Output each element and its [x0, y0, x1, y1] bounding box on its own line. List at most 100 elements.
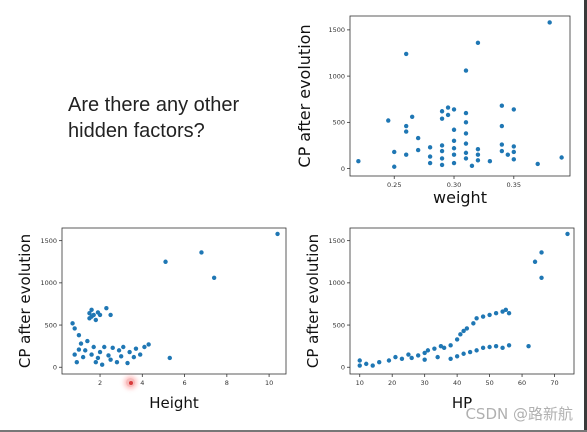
hp-data-point	[487, 312, 492, 318]
hp-y-tick-label: 1500	[328, 237, 345, 245]
weight-data-point	[475, 146, 481, 152]
watermark: CSDN @路新航	[465, 405, 573, 423]
height-y-tick-label: 500	[45, 321, 57, 329]
weight-data-point	[439, 143, 445, 148]
height-x-tick-label: 8	[225, 379, 229, 387]
weight-data-point	[403, 123, 409, 129]
hp-scatter-plot: 10 20 30 40 50 60 70 0 500 1000 1500 HP CP after evo…	[298, 222, 580, 417]
weight-data-point	[475, 158, 481, 163]
hp-y-tick-label: 500	[333, 321, 345, 329]
weight-data-point	[475, 40, 481, 46]
hp-data-point	[461, 351, 466, 356]
hp-data-point	[454, 337, 460, 342]
weight-data-point	[439, 148, 445, 154]
weight-data-point	[415, 147, 421, 153]
height-axes-frame	[61, 227, 287, 375]
height-data-point	[127, 349, 132, 355]
hp-data-point	[357, 363, 362, 368]
height-data-point	[83, 348, 88, 353]
hp-x-tick-label: 70	[550, 379, 558, 387]
hp-data-point	[487, 344, 492, 350]
hp-x-tick-label: 10	[356, 379, 364, 387]
weight-data-point	[511, 144, 517, 149]
weight-y-tick-label: 0	[341, 165, 345, 173]
height-data-point	[110, 345, 115, 351]
hp-data-point	[500, 309, 505, 314]
weight-data-point	[356, 159, 361, 164]
hp-chart-svg: 10 20 30 40 50 60 70 0 500 1000 1500 HP CP after evo…	[304, 227, 575, 412]
hp-data-point	[448, 356, 453, 362]
weight-x-tick-label: 0.30	[447, 181, 461, 189]
height-x-tick-label: 2	[98, 379, 102, 387]
weight-data-point	[403, 152, 409, 157]
weight-data-point	[451, 107, 457, 112]
height-data-point	[106, 353, 111, 358]
hp-x-tick-label: 40	[453, 379, 461, 387]
weight-data-point	[463, 110, 469, 116]
hp-data-point	[432, 346, 437, 351]
weight-data-point	[463, 120, 469, 125]
height-data-point	[137, 352, 143, 357]
weight-data-point	[451, 138, 457, 144]
hp-data-point	[441, 345, 447, 351]
weight-data-point	[451, 146, 457, 151]
weight-data-point	[547, 20, 552, 25]
hp-data-point	[539, 250, 544, 255]
height-data-point	[167, 355, 172, 361]
hp-data-point	[399, 356, 405, 362]
hp-data-point	[422, 357, 427, 362]
weight-data-point	[463, 150, 469, 156]
hp-data-point	[503, 307, 509, 313]
hp-data-point	[461, 328, 466, 334]
hp-data-point	[415, 353, 421, 358]
height-data-point	[97, 349, 103, 355]
height-data-point	[87, 311, 92, 316]
weight-y-tick-label: 1500	[328, 26, 345, 34]
weight-data-point	[392, 164, 397, 169]
weight-data-point	[427, 160, 433, 166]
height-data-point	[108, 357, 113, 362]
height-data-point	[211, 275, 217, 280]
hp-y-tick-label: 1000	[328, 279, 345, 287]
hp-data-point	[454, 354, 460, 359]
weight-data-point	[499, 142, 505, 147]
weight-data-point	[392, 149, 397, 155]
weight-data-point	[469, 163, 475, 169]
height-scatter-plot: 2 4 6 8 10 0 500 1000 1500 Height CP after evoluti…	[10, 222, 292, 417]
hp-data-point	[425, 348, 431, 353]
height-data-point	[131, 354, 137, 360]
height-data-point	[91, 312, 96, 318]
hp-data-point	[532, 259, 538, 264]
height-data-point	[133, 346, 139, 351]
weight-x-tick-label: 0.25	[387, 181, 401, 189]
hp-data-point	[480, 314, 486, 319]
weight-data-point	[505, 152, 511, 157]
height-data-point	[95, 355, 101, 361]
height-data-point	[70, 321, 75, 326]
weight-data-point	[451, 152, 457, 157]
slide-question: Are there any other hidden factors?	[68, 94, 240, 142]
mouse-cursor-highlight	[126, 378, 135, 387]
hp-data-point	[393, 354, 398, 360]
height-data-point	[85, 338, 90, 344]
hp-axes-frame	[349, 227, 575, 375]
height-data-point	[91, 344, 96, 350]
height-data-point	[93, 359, 99, 365]
hp-data-point	[500, 345, 505, 351]
weight-data-point	[499, 123, 505, 129]
height-data-point	[275, 231, 280, 237]
weight-data-point	[511, 107, 517, 112]
weight-scatter-plot: 0.25 0.30 0.35 0 500 1000 1500 weight CP after e…	[290, 10, 580, 215]
height-data-point	[93, 317, 99, 323]
hp-data-point	[448, 343, 453, 348]
weight-data-point	[475, 152, 481, 157]
hp-data-point	[458, 332, 463, 337]
weight-data-point	[445, 112, 451, 118]
weight-y-tick-label: 1000	[328, 72, 345, 80]
hp-data-point	[493, 311, 499, 316]
hp-x-tick-label: 50	[485, 379, 493, 387]
height-x-tick-label: 6	[182, 379, 186, 387]
height-data-point	[121, 344, 126, 350]
hp-x-axis-label: HP	[452, 394, 472, 412]
height-chart-svg: 2 4 6 8 10 0 500 1000 1500 Height CP after evoluti…	[16, 227, 287, 412]
